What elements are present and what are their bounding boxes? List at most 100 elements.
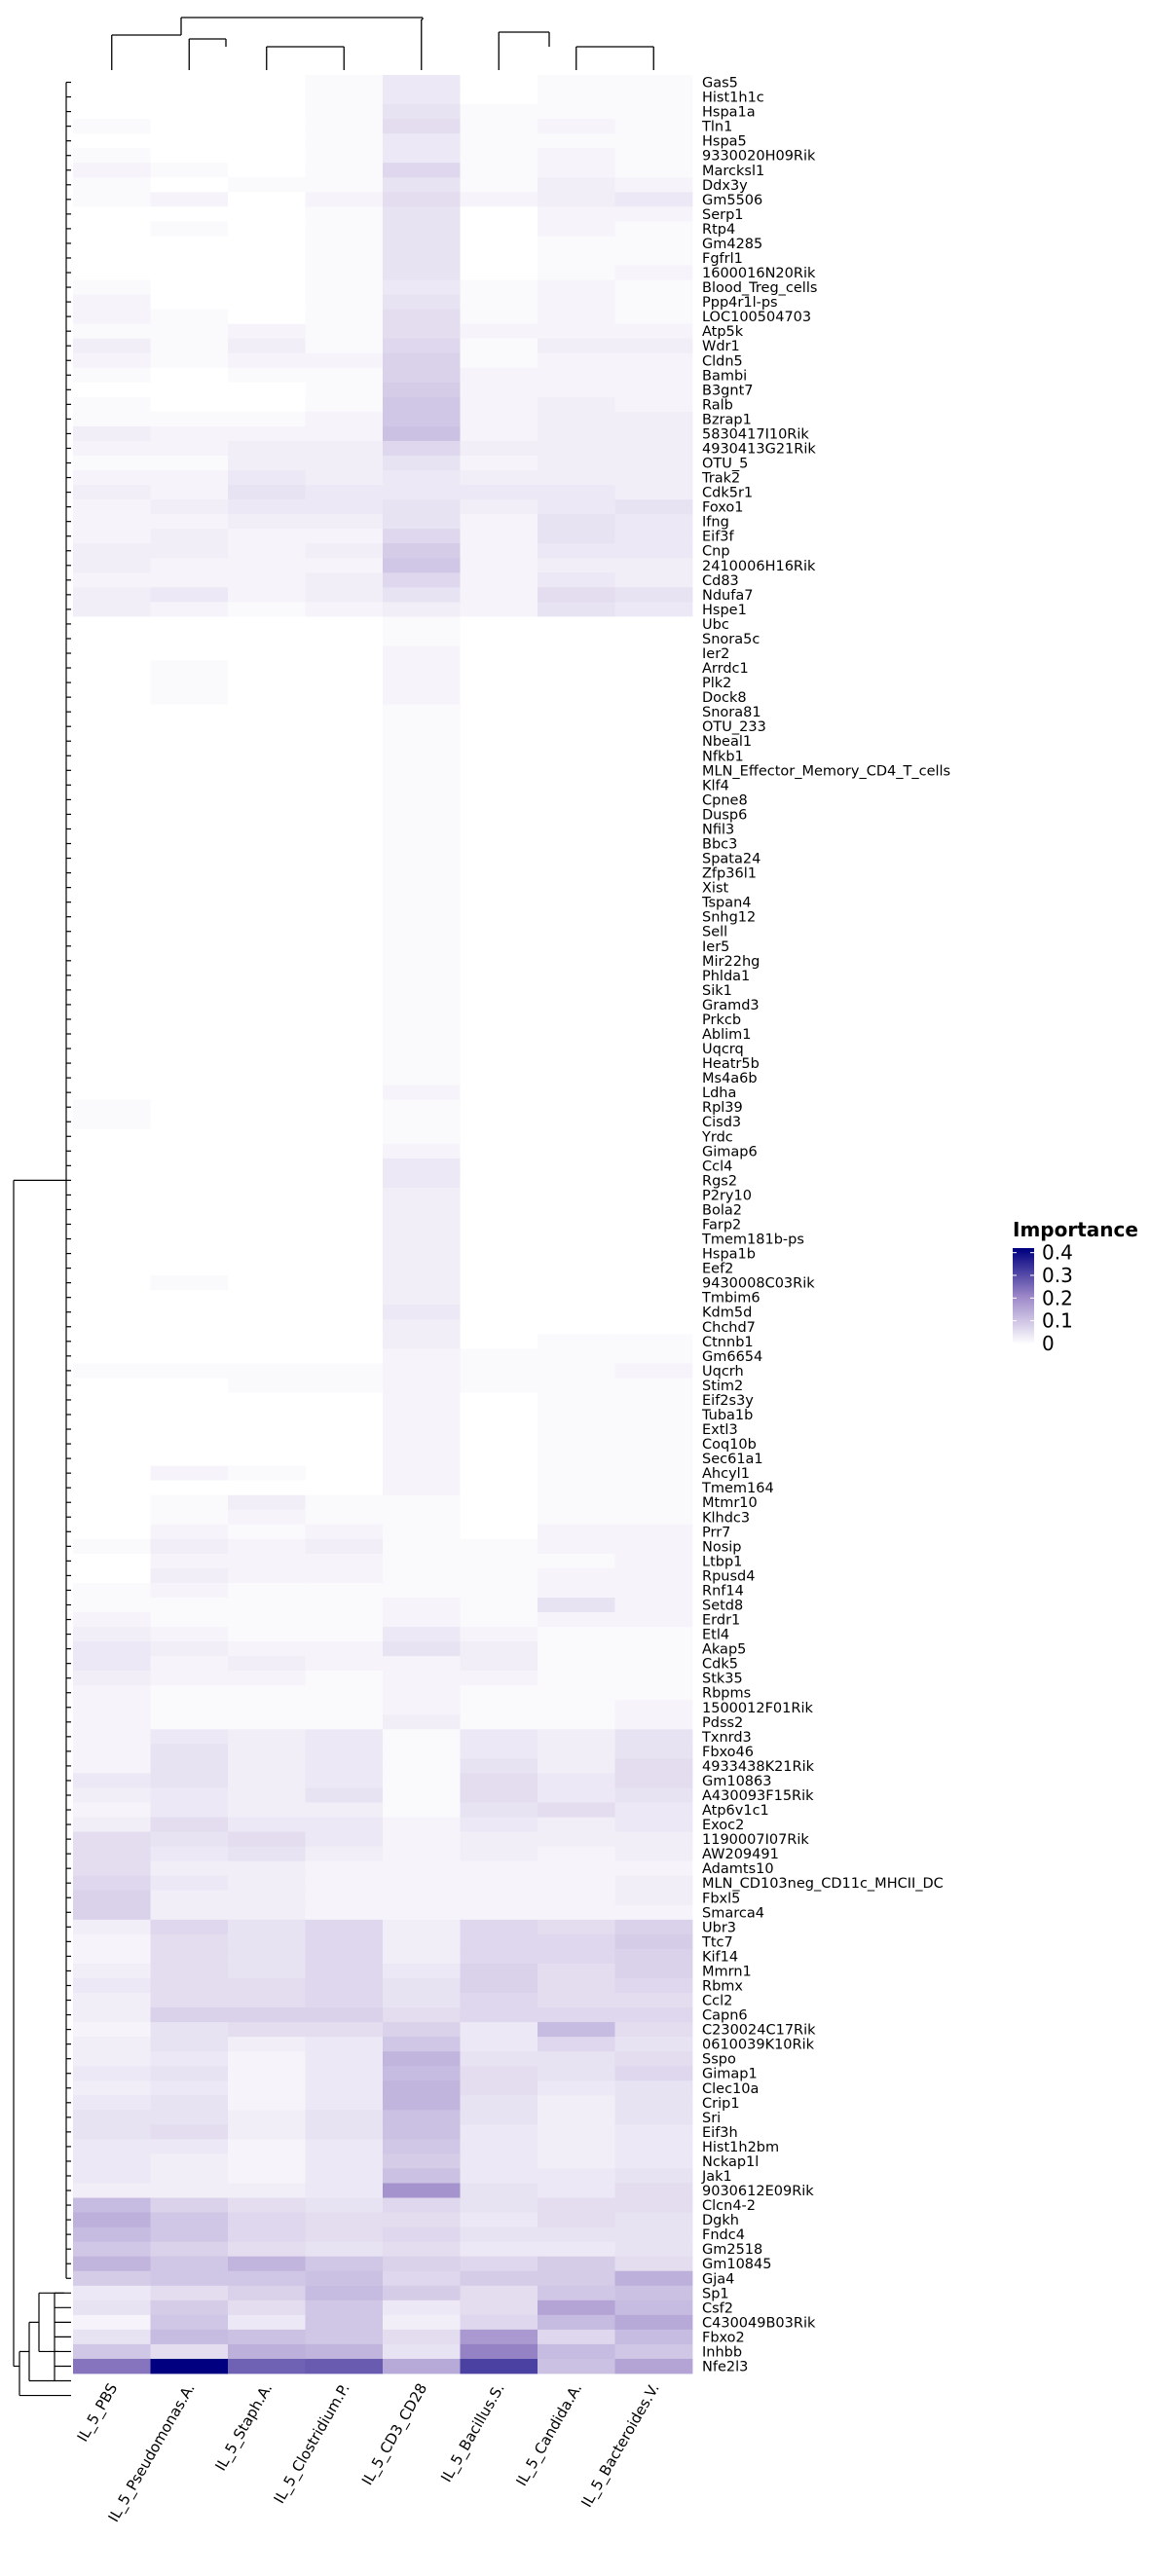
- heatmap-cell: [305, 1919, 384, 1935]
- heatmap-cell: [228, 470, 306, 486]
- heatmap-cell: [305, 1465, 384, 1482]
- colorbar-segment: [1013, 1294, 1034, 1297]
- heatmap-cell: [460, 704, 538, 720]
- heatmap-cell: [150, 1831, 229, 1848]
- heatmap-cell: [383, 2197, 461, 2213]
- heatmap-cell: [73, 1933, 151, 1950]
- row-label: Atp5k: [702, 324, 744, 340]
- row-label: Cdk5r1: [702, 486, 753, 501]
- heatmap-cell: [460, 821, 538, 837]
- colorbar-segment: [1013, 1279, 1034, 1282]
- colorbar-segment: [1013, 1269, 1034, 1271]
- heatmap-cell: [383, 835, 461, 852]
- heatmap-cell: [460, 1070, 538, 1086]
- heatmap-cell: [460, 455, 538, 471]
- row-label: Sell: [702, 925, 727, 940]
- heatmap-cell: [228, 1656, 306, 1672]
- heatmap-cell: [73, 382, 151, 398]
- heatmap-cell: [383, 2256, 461, 2272]
- heatmap-cell: [73, 953, 151, 969]
- heatmap-cell: [73, 425, 151, 442]
- row-label: Stim2: [702, 1379, 743, 1394]
- heatmap-cell: [228, 1948, 306, 1965]
- heatmap-cell: [460, 1158, 538, 1174]
- heatmap-cell: [538, 1977, 615, 1994]
- heatmap-cell: [150, 119, 229, 134]
- heatmap-cell: [228, 2212, 306, 2228]
- row-label: Snora81: [702, 705, 761, 720]
- heatmap-cell: [538, 2066, 615, 2081]
- colorbar-segment: [1013, 1289, 1034, 1292]
- heatmap-cell: [460, 1685, 538, 1701]
- heatmap-cell: [305, 1026, 384, 1042]
- heatmap-cell: [538, 1509, 615, 1526]
- heatmap-cell: [538, 2139, 615, 2154]
- heatmap-cell: [614, 835, 693, 852]
- heatmap-cell: [538, 1773, 615, 1788]
- heatmap-cell: [538, 733, 615, 750]
- row-label: Fbxo46: [702, 1745, 754, 1760]
- heatmap-cell: [538, 1055, 615, 1071]
- heatmap-cell: [305, 1597, 384, 1613]
- heatmap-cell: [614, 514, 693, 530]
- heatmap-cell: [150, 485, 229, 500]
- heatmap-cell: [305, 865, 384, 881]
- heatmap-cell: [460, 1363, 538, 1379]
- colorbar-segment: [1013, 1306, 1034, 1309]
- heatmap-cell: [538, 660, 615, 676]
- heatmap-cell: [460, 1099, 538, 1116]
- heatmap-cell: [460, 777, 538, 793]
- colorbar-segment: [1013, 1329, 1034, 1332]
- heatmap-cell: [305, 104, 384, 120]
- heatmap-cell: [73, 924, 151, 939]
- row-label: Sec61a1: [702, 1452, 763, 1467]
- column-label: IL_5_Bacillus.S.: [437, 2380, 508, 2485]
- heatmap-cell: [305, 2358, 384, 2374]
- heatmap-cell: [383, 1553, 461, 1569]
- heatmap-cell: [228, 631, 306, 646]
- colorbar-segment: [1013, 1257, 1034, 1260]
- heatmap-cell: [228, 1758, 306, 1774]
- row-label: Fbxo2: [702, 2330, 745, 2345]
- heatmap-cell: [150, 733, 229, 750]
- heatmap-cell: [73, 1744, 151, 1759]
- heatmap-cell: [150, 806, 229, 823]
- heatmap-cell: [305, 1070, 384, 1086]
- heatmap-cell: [614, 1963, 693, 1979]
- heatmap-cell: [228, 968, 306, 983]
- row-label: Sik1: [702, 983, 732, 999]
- heatmap-cell: [228, 791, 306, 808]
- heatmap-cell: [305, 1641, 384, 1657]
- heatmap-cell: [305, 851, 384, 866]
- heatmap-cell: [305, 645, 384, 661]
- row-label: Rtp4: [702, 222, 735, 238]
- heatmap-cell: [383, 821, 461, 837]
- heatmap-cell: [73, 1348, 151, 1364]
- heatmap-cell: [538, 645, 615, 661]
- heatmap-cell: [73, 1524, 151, 1540]
- heatmap-cell: [614, 2314, 693, 2331]
- heatmap-cell: [538, 119, 615, 134]
- heatmap-cell: [150, 425, 229, 442]
- heatmap-cell: [614, 309, 693, 325]
- heatmap-cell: [305, 1305, 384, 1320]
- column-label: IL_5_Pseudomonas.A.: [105, 2380, 200, 2525]
- heatmap-cell: [228, 1085, 306, 1101]
- heatmap-cell: [614, 1977, 693, 1994]
- heatmap-cell: [228, 221, 306, 237]
- row-label: Txnrd3: [701, 1730, 752, 1746]
- heatmap-cell: [73, 645, 151, 661]
- heatmap-cell: [614, 587, 693, 603]
- heatmap-cell: [73, 1480, 151, 1496]
- heatmap-cell: [305, 1553, 384, 1569]
- heatmap-cell: [73, 1143, 151, 1159]
- heatmap-cell: [73, 2183, 151, 2198]
- heatmap-cell: [150, 2066, 229, 2081]
- heatmap-cell: [228, 1436, 306, 1452]
- heatmap-cell: [150, 2110, 229, 2125]
- heatmap-cell: [383, 90, 461, 105]
- heatmap-cell: [538, 938, 615, 954]
- heatmap-cell: [460, 1509, 538, 1526]
- heatmap-cell: [305, 791, 384, 808]
- colorbar-segment: [1013, 1282, 1034, 1286]
